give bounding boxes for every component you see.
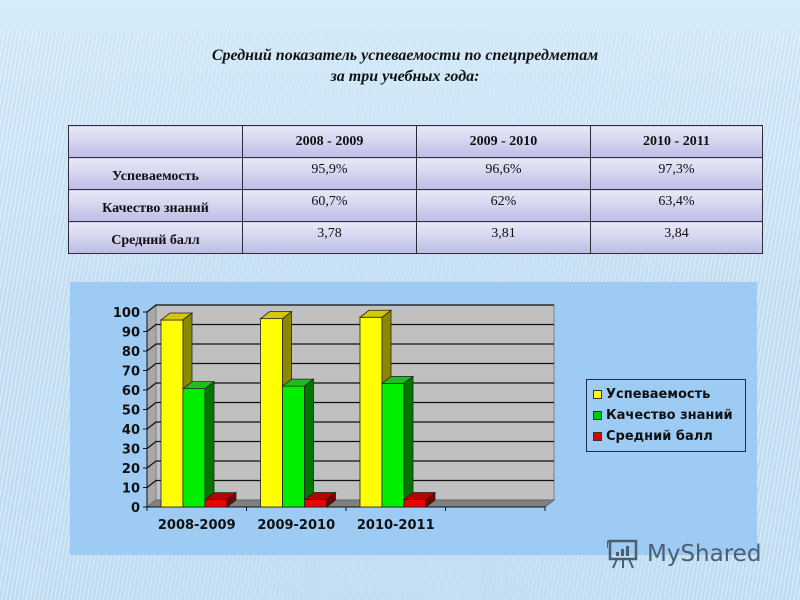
table-header-2010: 2010 - 2011 [589, 125, 764, 158]
row-label-uspevaemost: Успеваемость [68, 157, 243, 190]
table-cell: 3,81 [415, 221, 591, 254]
table-header-2008: 2008 - 2009 [242, 125, 417, 158]
chart-legend: Успеваемость Качество знаний Средний бал… [586, 379, 746, 452]
table-cell: 95,9% [242, 157, 417, 190]
table-header-corner [68, 125, 243, 158]
x-category-label: 2009-2010 [257, 518, 335, 533]
legend-swatch-red [593, 432, 602, 441]
legend-item-kachestvo: Качество знаний [593, 405, 739, 426]
y-tick-label: 90 [122, 326, 140, 341]
x-category-label: 2010-2011 [357, 518, 435, 533]
row-label-kachestvo: Качество знаний [68, 189, 243, 222]
table-cell: 3,84 [589, 221, 764, 254]
y-tick-label: 80 [122, 345, 140, 360]
legend-swatch-yellow [593, 390, 602, 399]
gridline [146, 323, 554, 333]
stats-table: 2008 - 2009 2009 - 2010 2010 - 2011 Успе… [68, 125, 764, 254]
table-cell: 96,6% [415, 157, 591, 190]
bar [303, 491, 337, 508]
y-tick-label: 0 [131, 501, 140, 516]
bar [402, 491, 437, 508]
table-header-row: 2008 - 2009 2009 - 2010 2010 - 2011 [68, 125, 764, 158]
y-tick-label: 40 [122, 423, 140, 438]
table-cell: 60,7% [242, 189, 417, 222]
legend-label: Качество знаний [606, 408, 733, 423]
legend-swatch-green [593, 411, 602, 420]
table-header-2009: 2009 - 2010 [415, 125, 591, 158]
table-cell: 63,4% [589, 189, 764, 222]
gridline [146, 479, 554, 489]
bar [203, 491, 238, 508]
gridline [146, 304, 554, 313]
x-category-label: 2008-2009 [158, 518, 236, 533]
y-tick-label: 70 [122, 365, 140, 380]
gridline [146, 401, 554, 411]
table-cell: 97,3% [589, 157, 764, 190]
row-label-sredniy-ball: Средний балл [68, 221, 243, 254]
gridline [146, 460, 554, 469]
y-tick-label: 30 [122, 443, 140, 458]
title-line-2: за три учебных года: [330, 68, 480, 85]
bar-chart: 0 10 20 30 40 50 60 70 80 90 100 2008-2009 2009-2010… [113, 303, 556, 533]
legend-item-uspevaemost: Успеваемость [593, 384, 739, 405]
presentation-board-icon [607, 539, 638, 569]
slide-title: Средний показатель успеваемости по спецп… [100, 45, 710, 87]
gridline [146, 343, 554, 352]
legend-item-sredniy-ball: Средний балл [593, 426, 739, 447]
y-tick-label: 100 [113, 306, 140, 321]
table-cell: 62% [415, 189, 591, 222]
y-tick-label: 20 [122, 462, 140, 477]
y-tick-label: 50 [122, 404, 140, 419]
chart-panel: 0 10 20 30 40 50 60 70 80 90 100 2008-2009 2009-2010… [70, 282, 757, 555]
watermark: MyShared [607, 536, 761, 572]
gridline [146, 440, 554, 450]
title-line-1: Средний показатель успеваемости по спецп… [211, 47, 599, 64]
gridline [146, 421, 554, 430]
y-tick-label: 10 [122, 482, 140, 497]
legend-label: Успеваемость [606, 387, 711, 402]
legend-label: Средний балл [606, 429, 713, 444]
y-tick-label: 60 [122, 384, 140, 399]
bar [181, 380, 216, 508]
table-row: Средний балл 3,78 3,81 3,84 [68, 221, 764, 254]
table-row: Качество знаний 60,7% 62% 63,4% [68, 189, 764, 222]
table-row: Успеваемость 95,9% 96,6% 97,3% [68, 157, 764, 190]
bar [380, 375, 415, 508]
gridline [146, 382, 554, 391]
table-cell: 3,78 [242, 221, 417, 254]
watermark-text: MyShared [647, 541, 762, 567]
gridline [146, 362, 554, 372]
bar [281, 378, 315, 508]
